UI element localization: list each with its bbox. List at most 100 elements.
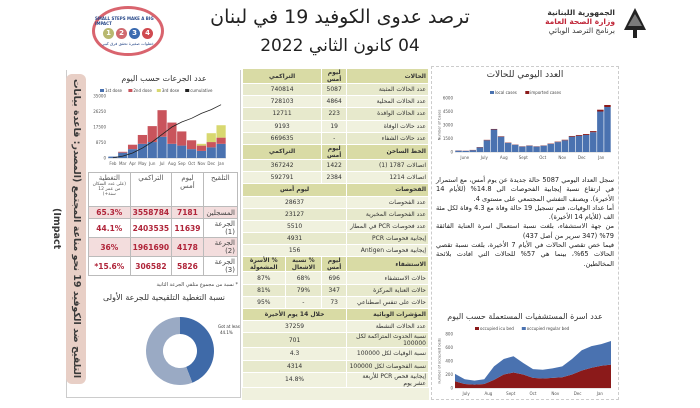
y-tick-label: 0 [103, 156, 106, 161]
x-tick-label: Dec [207, 161, 215, 166]
stats-label: عدد الحالات المثبتة [346, 82, 429, 97]
stats-value: 728103 [241, 95, 323, 109]
stats-row: عدد حالات الوفاة 19 9193 [241, 119, 429, 133]
bar-2nd-dose [186, 140, 197, 150]
stats-value: 1422 [321, 158, 348, 173]
coverage-label: التغطية [98, 174, 120, 182]
y-tick-label: 200 [445, 372, 453, 377]
stats-row: اتصالات 1787 (1) 1422 367242 [241, 158, 429, 173]
bar-3rd-dose [196, 143, 207, 146]
vaccination-coverage: 65.3% [88, 206, 131, 219]
legend-swatch [100, 89, 104, 92]
vaccination-label: المسجلين [202, 206, 239, 219]
bar-local-cases [504, 143, 512, 152]
y-tick-label: 26250 [93, 109, 106, 114]
legend-label: 3rd dose [162, 88, 180, 93]
y-tick-label: 8750 [96, 140, 107, 145]
stats-value: % الأسرة المشغولة [242, 256, 286, 273]
bar-2nd-dose [206, 142, 216, 148]
vaccination-coverage: 44.1% [88, 218, 131, 238]
bar-1st-dose [206, 147, 216, 158]
stats-label: اتصالات 1214 [346, 171, 429, 185]
legend-label: imported cases [530, 90, 561, 95]
moph-line-2: وزارة الصحة العامة [545, 17, 615, 26]
stats-value: - [321, 131, 348, 145]
bar-local-cases [497, 136, 505, 152]
legend-swatch [521, 327, 526, 330]
bar-2nd-dose [147, 126, 157, 143]
section-header: المؤشرات الوبائية خلال 14 يوم الأخيرة [241, 307, 429, 322]
stats-row: عدد الحالات المثبتة 5087 740814 [241, 82, 429, 97]
bar-1st-dose [177, 145, 187, 158]
section-header: الخط الساخن ليوم أمس التراكمي [241, 143, 429, 160]
bar-1st-dose [118, 152, 128, 158]
stats-value: 5087 [321, 82, 348, 97]
x-tick-label: Nov [558, 155, 566, 160]
y-tick-label: 0 [450, 386, 453, 391]
legend-label: 1st dose [105, 88, 123, 93]
legend-label: occupied icu bed [480, 326, 514, 331]
legend-swatch [156, 89, 161, 92]
x-tick-label: Nov [198, 161, 206, 166]
bar-local-cases [597, 111, 604, 152]
x-tick-label: Dec [578, 155, 586, 160]
stats-value: 223 [321, 107, 348, 121]
vaccination-coverage: 15.6%* [88, 256, 131, 276]
vaccination-row: المسجلين 7181 3558784 65.3% [88, 206, 239, 219]
stats-label: الخط الساخن [346, 143, 429, 160]
stats-label: حالات على تنفس اصطناعي [346, 295, 429, 310]
stats-label: عدد الفحوصات المخبرية [346, 207, 429, 221]
bar-2nd-dose [196, 145, 207, 151]
stats-row: حالات على تنفس اصطناعي 73-95% [242, 295, 429, 310]
bar-1st-dose [147, 142, 157, 158]
x-tick-label: Oct [530, 391, 537, 396]
header-cumulative: التراكمي [129, 172, 173, 207]
stats-label: إيجابية فحوصات Antigen [346, 244, 429, 258]
x-tick-label: Sep [178, 161, 186, 166]
stats-label: اتصالات 1787 (1) [346, 158, 429, 173]
bar-imported-cases [490, 128, 498, 130]
stats-label: حالات الاستشفاء [346, 271, 429, 285]
stats-row: إيجابية فحص PCR للأربعة عشر يوم 14.8% [241, 371, 429, 388]
stats-value: 367242 [241, 158, 323, 173]
stats-row: عدد حالات الشفاء -669635 [241, 131, 429, 145]
stats-value: 592791 [241, 171, 323, 185]
stats-label: الحالات [346, 68, 429, 84]
bar-imported-cases [568, 135, 576, 137]
vaccination-coverage: 36% [88, 237, 131, 257]
bar-1st-dose [196, 150, 207, 158]
stats-value: خلال 14 يوم الأخيرة [241, 307, 348, 322]
x-tick-label: Oct [188, 161, 195, 166]
logo-bottom-text: خطوات صغيرة تحقق فرق كبير [102, 41, 154, 46]
bar-2nd-dose [118, 151, 128, 153]
legend-label: local cases [495, 90, 517, 95]
vaccination-cumulative: 2403535 [129, 218, 173, 238]
stats-row: نسبة الوفيات لكل 100000 4.3 [241, 347, 429, 361]
x-tick-label: Apr [129, 161, 136, 166]
stats-value: 2384 [321, 171, 348, 185]
bar-local-cases [604, 107, 611, 152]
stats-value: 79% [284, 283, 323, 297]
bar-2nd-dose [216, 137, 226, 144]
x-tick-label: Aug [500, 155, 508, 160]
legend-swatch [490, 91, 494, 94]
stats-value: 37259 [241, 320, 348, 334]
stats-value: 4931 [241, 232, 348, 246]
vaccination-row: الجرعة (2) 4178 1961690 36% [88, 237, 239, 257]
bar-local-cases [483, 140, 491, 152]
stats-value: 4.3 [241, 347, 348, 361]
bar-1st-dose [108, 156, 118, 158]
cedar-icon [624, 8, 646, 38]
donut-label: Got at least 1 dose [218, 324, 240, 329]
bar-local-cases [526, 145, 533, 152]
stats-value: 87% [242, 271, 286, 285]
bar-local-cases [568, 136, 576, 152]
stats-value: 9193 [241, 119, 323, 133]
bar-local-cases [476, 147, 484, 152]
vaccination-label: الجرعة (1) [202, 218, 239, 238]
stats-label: إيجابية فحص PCR للأربعة عشر يوم [346, 371, 429, 388]
bar-imported-cases [597, 109, 604, 112]
section-header: الفحوصات ليوم أمس [241, 183, 429, 197]
stats-row: عدد الحالات النشطة 37259 [241, 320, 429, 334]
